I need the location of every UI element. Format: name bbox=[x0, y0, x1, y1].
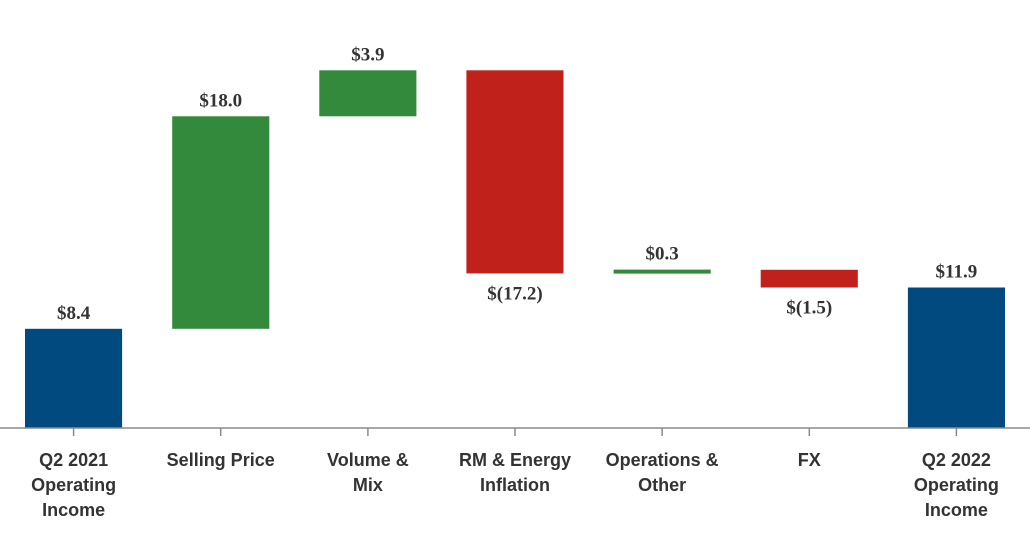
value-label-5: $(1.5) bbox=[786, 298, 832, 319]
value-label-4: $0.3 bbox=[645, 244, 678, 265]
category-label-0: Q2 2021 Operating Income bbox=[31, 450, 116, 520]
value-label-1: $18.0 bbox=[199, 90, 242, 111]
category-label-5: FX bbox=[798, 450, 821, 470]
bar-3 bbox=[466, 70, 564, 274]
value-label-6: $11.9 bbox=[936, 262, 978, 283]
x-axis-ticks-group bbox=[72, 428, 958, 436]
value-label-2: $3.9 bbox=[351, 44, 384, 65]
bar-5 bbox=[760, 269, 858, 288]
value-label-0: $8.4 bbox=[57, 303, 91, 324]
bars-group bbox=[25, 70, 1005, 428]
category-label-2: Volume & Mix bbox=[327, 450, 409, 495]
bar-0 bbox=[25, 328, 123, 428]
category-labels-group: Q2 2021 Operating Income Selling Price Volum… bbox=[31, 450, 999, 520]
bar-1 bbox=[172, 116, 270, 329]
value-label-3: $(17.2) bbox=[487, 283, 542, 304]
category-label-3: RM & Energy Inflation bbox=[459, 450, 571, 495]
value-labels-group: $8.4 $18.0 $3.9 $(17.2) $0.3 $(1.5) $11.9 bbox=[57, 44, 978, 324]
bar-4 bbox=[613, 269, 711, 274]
category-label-1: Selling Price bbox=[167, 450, 275, 470]
category-label-4: Operations & Other bbox=[606, 450, 719, 495]
bar-2 bbox=[319, 70, 417, 117]
category-label-6: Q2 2022 Operating Income bbox=[914, 450, 999, 520]
bar-6 bbox=[907, 287, 1005, 428]
